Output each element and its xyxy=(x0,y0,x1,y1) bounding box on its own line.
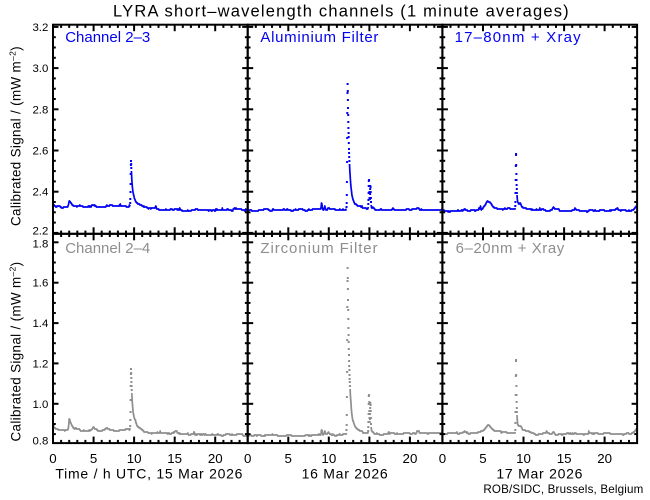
svg-text:Channel 2–3: Channel 2–3 xyxy=(65,29,150,46)
svg-text:Calibrated Signal / (mW m–2): Calibrated Signal / (mW m–2) xyxy=(7,262,23,442)
svg-text:3.0: 3.0 xyxy=(32,63,48,75)
svg-text:15: 15 xyxy=(362,451,377,466)
svg-text:2.8: 2.8 xyxy=(32,104,48,116)
svg-text:2.2: 2.2 xyxy=(32,226,48,238)
svg-text:1.2: 1.2 xyxy=(32,358,48,370)
svg-text:LYRA short–wavelength channels: LYRA short–wavelength channels (1 minute… xyxy=(113,3,570,21)
svg-text:16 Mar 2026: 16 Mar 2026 xyxy=(302,465,389,481)
svg-text:1.0: 1.0 xyxy=(32,399,48,411)
svg-text:Zirconium Filter: Zirconium Filter xyxy=(260,240,378,257)
svg-text:Time / h UTC, 15 Mar 2026: Time / h UTC, 15 Mar 2026 xyxy=(55,465,243,481)
svg-text:Aluminium Filter: Aluminium Filter xyxy=(260,29,379,46)
svg-text:15: 15 xyxy=(167,451,182,466)
svg-text:0: 0 xyxy=(244,451,251,466)
svg-text:3.2: 3.2 xyxy=(32,22,48,34)
svg-text:1.8: 1.8 xyxy=(32,239,48,251)
svg-text:6–20nm + Xray: 6–20nm + Xray xyxy=(456,240,565,257)
svg-text:ROB/SIDC, Brussels, Belgium: ROB/SIDC, Brussels, Belgium xyxy=(483,483,643,496)
svg-text:20: 20 xyxy=(597,451,612,466)
svg-text:10: 10 xyxy=(127,451,142,466)
svg-text:5: 5 xyxy=(90,451,97,466)
svg-text:5: 5 xyxy=(285,451,292,466)
svg-text:17–80nm + Xray: 17–80nm + Xray xyxy=(455,29,582,46)
svg-text:1.4: 1.4 xyxy=(32,318,48,330)
svg-text:2.4: 2.4 xyxy=(32,187,48,199)
svg-text:2.6: 2.6 xyxy=(32,146,48,158)
svg-text:15: 15 xyxy=(557,451,572,466)
svg-text:Channel 2–4: Channel 2–4 xyxy=(65,240,150,257)
svg-text:10: 10 xyxy=(516,451,531,466)
svg-text:Calibrated Signal / (mW m–2): Calibrated Signal / (mW m–2) xyxy=(7,46,23,226)
svg-text:20: 20 xyxy=(208,451,223,466)
svg-text:0.8: 0.8 xyxy=(32,435,48,447)
svg-text:17 Mar 2026: 17 Mar 2026 xyxy=(496,465,583,481)
svg-text:5: 5 xyxy=(479,451,486,466)
svg-text:20: 20 xyxy=(403,451,418,466)
svg-text:0: 0 xyxy=(49,451,56,466)
svg-text:0: 0 xyxy=(439,451,446,466)
svg-text:1.6: 1.6 xyxy=(32,278,48,290)
svg-text:10: 10 xyxy=(321,451,336,466)
